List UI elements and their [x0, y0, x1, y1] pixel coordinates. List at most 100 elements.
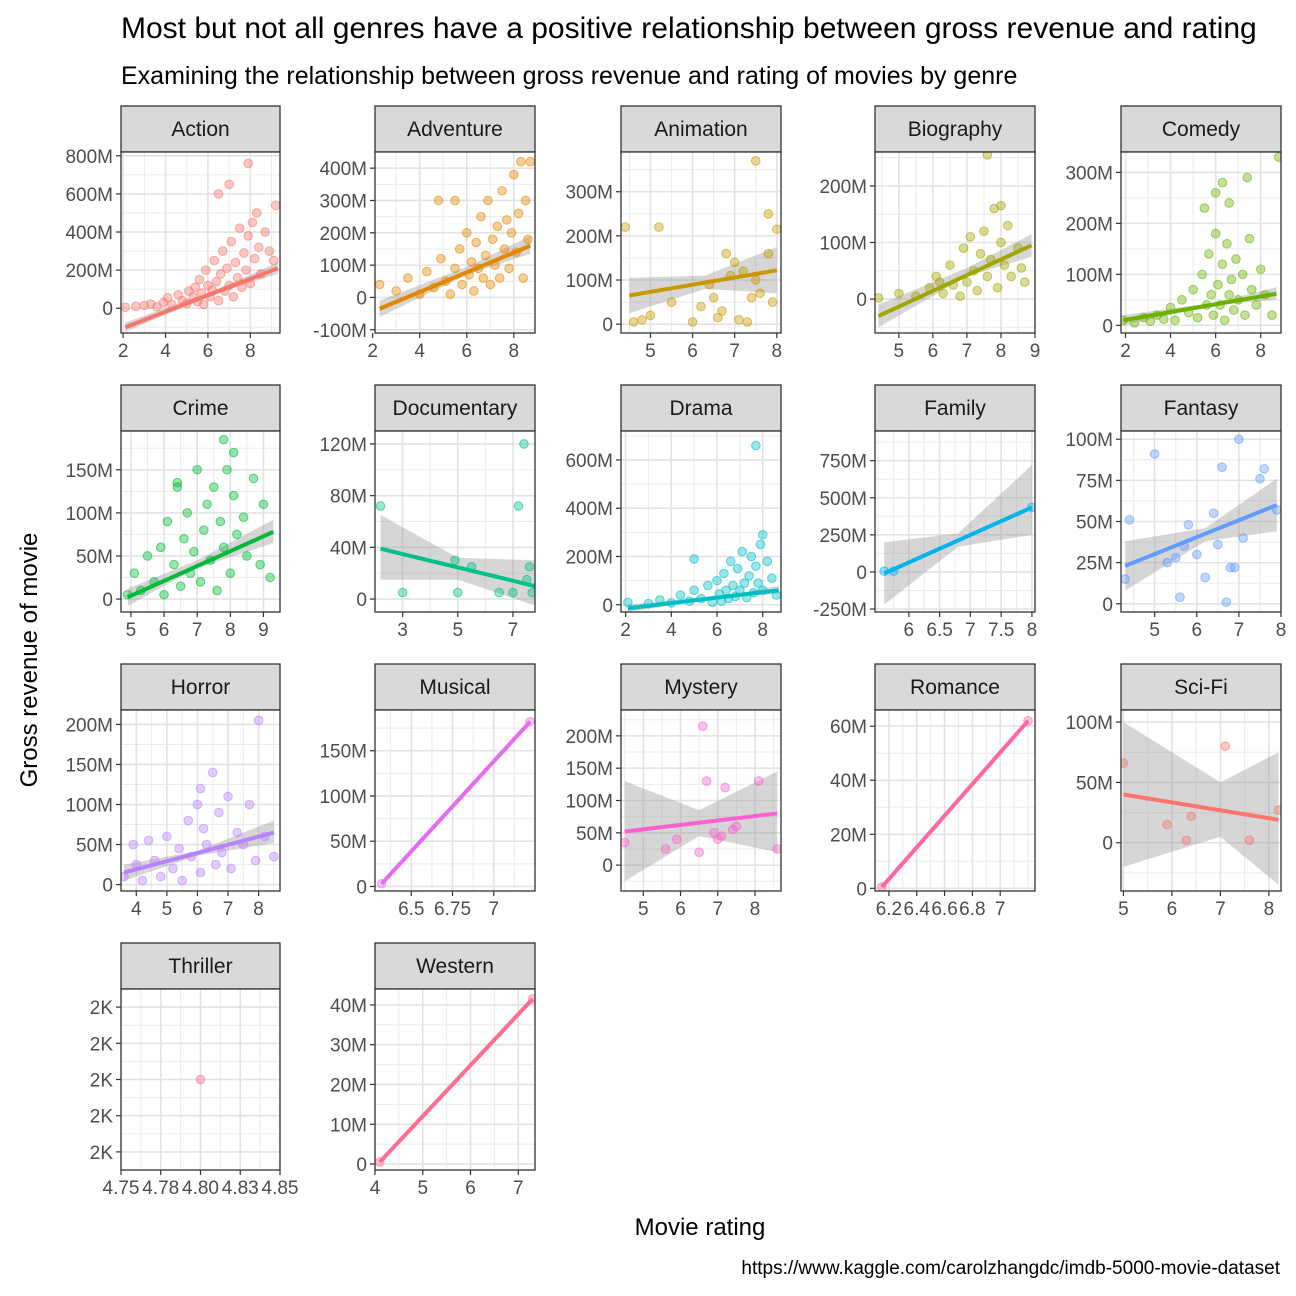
plot-area [877, 716, 1033, 891]
x-tick-label: 6.75 [434, 899, 471, 920]
facet-strip [874, 105, 1036, 153]
data-point [750, 275, 761, 285]
x-tick-label: 6 [192, 899, 203, 920]
gridlines [875, 431, 1035, 612]
data-point [509, 169, 519, 180]
data-point [1213, 539, 1223, 550]
panel-thriller: Thriller 4.75 4.78 4.80 4.83 4.85 2K 2K 2K 2K 2K [90, 942, 298, 1199]
data-point [1217, 462, 1227, 473]
data-point [1019, 277, 1030, 287]
x-tick-label: 6 [203, 341, 214, 362]
x-tick-label: 4.78 [142, 1178, 179, 1199]
data-point [162, 292, 173, 303]
data-point [121, 302, 131, 313]
data-point [213, 189, 224, 199]
x-tick-label: 5 [645, 341, 656, 362]
y-tick-label: 200M [819, 177, 867, 198]
facet-label: Comedy [1162, 118, 1241, 141]
data-point [982, 152, 993, 160]
y-tick-label: 75M [1076, 471, 1113, 492]
data-point [228, 292, 239, 302]
x-tick-label: 5 [1149, 620, 1160, 641]
y-tick-label: 40M [830, 771, 867, 792]
data-point [168, 863, 178, 874]
data-point [224, 179, 234, 190]
panel-background [875, 710, 1035, 891]
gridlines [875, 152, 1035, 333]
data-point [179, 533, 189, 544]
y-tick-label: 50M [1076, 773, 1113, 794]
plot-area [121, 715, 279, 886]
y-tick-label: 2K [90, 1143, 114, 1164]
data-point [513, 208, 524, 219]
data-point [199, 525, 209, 535]
facet-label: Thriller [168, 955, 232, 978]
data-point [249, 253, 260, 264]
data-point [213, 295, 224, 306]
x-tick-label: 6 [461, 341, 472, 362]
y-tick-label: -100M [313, 321, 367, 342]
trend-line [380, 720, 532, 886]
source-caption: https://www.kaggle.com/carolzhangdc/imdb… [741, 1258, 1280, 1279]
data-point [457, 279, 467, 290]
data-point [421, 266, 432, 277]
plot-area [122, 434, 275, 606]
panel-border [374, 430, 536, 613]
data-point [269, 851, 279, 862]
panel-border [374, 709, 536, 892]
data-point [195, 783, 206, 794]
y-tick-label: 40M [330, 538, 367, 559]
data-point [713, 312, 723, 323]
data-point [894, 288, 904, 299]
data-point [660, 844, 671, 854]
plot-area [621, 156, 781, 327]
data-point [1224, 289, 1234, 300]
plot-area [195, 1074, 206, 1085]
data-point [202, 499, 212, 510]
x-tick-label: 4 [1165, 341, 1176, 362]
y-tick-label: 200M [1065, 214, 1113, 235]
x-tick-label: 7 [712, 899, 723, 920]
data-point [174, 843, 184, 854]
x-tick-label: 4.83 [222, 1178, 259, 1199]
data-point [243, 158, 253, 169]
y-tick-label: 2K [90, 1071, 114, 1092]
confidence-band [624, 771, 778, 882]
trend-line [1122, 291, 1277, 323]
confidence-band [884, 465, 1032, 605]
trend-line [378, 997, 535, 1164]
data-point [1208, 310, 1219, 320]
data-point [1244, 233, 1255, 244]
confidence-band [380, 515, 535, 606]
data-point [1217, 259, 1228, 269]
data-point [1199, 203, 1210, 213]
panel-family: Family 6 6.5 7 7.5 8 -250M 0 250M 500M 750M [813, 384, 1037, 641]
y-tick-label: 100M [319, 256, 367, 277]
data-point [1206, 289, 1216, 300]
trend-line [378, 243, 532, 311]
data-point [717, 306, 727, 316]
facet-label: Fantasy [1164, 397, 1239, 420]
data-point [675, 590, 686, 600]
x-tick-label: 6 [465, 1178, 476, 1199]
data-point [497, 185, 507, 196]
gridlines [621, 431, 781, 612]
x-tick-label: 4 [160, 341, 171, 362]
data-point [214, 807, 224, 818]
x-tick-label: 7 [488, 899, 499, 920]
facet-label: Family [924, 397, 986, 420]
data-point [750, 156, 761, 166]
data-point [696, 301, 706, 312]
data-point [1228, 305, 1239, 315]
data-point [461, 228, 472, 238]
data-point [525, 156, 535, 167]
data-point [708, 292, 719, 303]
y-tick-label: 50M [76, 547, 113, 568]
data-point [772, 844, 781, 854]
x-tick-label: 8 [245, 341, 256, 362]
facet-label: Horror [171, 676, 231, 699]
data-point [190, 282, 200, 293]
y-tick-label: 0 [856, 879, 867, 900]
data-point [189, 546, 199, 557]
data-point [742, 317, 753, 327]
